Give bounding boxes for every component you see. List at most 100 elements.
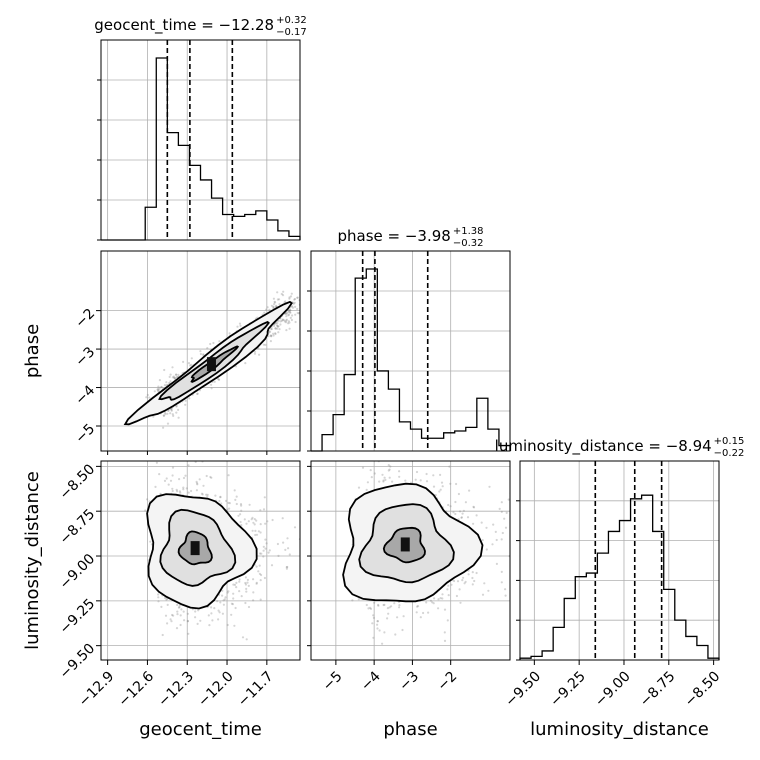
scatter-point — [240, 509, 243, 512]
scatter-point — [460, 516, 463, 519]
scatter-point — [260, 552, 263, 555]
scatter-point — [272, 306, 275, 309]
scatter-point — [351, 599, 354, 602]
scatter-point — [265, 542, 268, 545]
scatter-point — [161, 633, 164, 637]
scatter-point — [244, 581, 247, 585]
y-tick-label: −8.75 — [57, 506, 99, 548]
scatter-point — [398, 606, 401, 609]
scatter-point — [419, 616, 422, 619]
scatter-point — [210, 476, 213, 479]
scatter-point — [218, 340, 221, 343]
scatter-point — [159, 492, 162, 495]
scatter-point — [188, 397, 191, 400]
scatter-point — [174, 377, 177, 380]
hist-panel-luminosity_distance — [516, 460, 720, 661]
scatter-point — [468, 489, 471, 492]
scatter-point — [376, 620, 379, 623]
scatter-point — [431, 601, 434, 604]
scatter-point — [378, 480, 381, 483]
scatter-point — [480, 521, 483, 524]
scatter-point — [416, 605, 419, 608]
scatter-point — [158, 473, 161, 476]
scatter-point — [274, 327, 277, 330]
title-luminosity_distance: luminosity_distance = −8.94 — [495, 437, 712, 456]
scatter-point — [370, 476, 373, 479]
scatter-point — [258, 564, 261, 567]
scatter-point — [461, 579, 464, 582]
scatter-point — [258, 572, 261, 576]
scatter-point — [270, 564, 274, 567]
scatter-point — [209, 475, 212, 479]
scatter-point — [440, 481, 444, 484]
scatter-point — [196, 483, 199, 486]
grid-phase — [311, 251, 510, 451]
scatter-point — [157, 600, 160, 603]
scatter-point — [235, 586, 238, 589]
scatter-point — [239, 503, 243, 506]
scatter-point — [450, 583, 453, 586]
scatter-point — [274, 322, 277, 325]
scatter-point — [228, 502, 231, 505]
scatter-point — [171, 413, 174, 416]
scatter-point — [194, 610, 197, 613]
scatter-point — [186, 620, 189, 623]
scatter-point — [439, 488, 442, 491]
scatter-point — [386, 617, 389, 620]
scatter-point — [287, 320, 290, 323]
scatter-point — [164, 614, 168, 617]
scatter-point — [237, 514, 240, 517]
scatter-point — [500, 581, 503, 584]
scatter-point — [452, 511, 455, 514]
scatter-point — [145, 396, 148, 399]
contour-line-1 — [358, 503, 455, 584]
scatter-point — [234, 365, 238, 368]
scatter-point — [274, 332, 277, 336]
scatter-point — [177, 373, 180, 376]
scatter-point — [276, 324, 279, 328]
scatter-point — [196, 622, 199, 626]
scatter-point — [289, 311, 292, 314]
title-sub-luminosity_distance: −0.22 — [714, 448, 745, 459]
scatter-point — [402, 615, 405, 618]
scatter-point — [182, 360, 185, 363]
scatter-point — [285, 566, 288, 569]
scatter-point — [239, 324, 242, 327]
x-tick-label: −11.7 — [235, 668, 277, 710]
scatter-point — [417, 448, 419, 450]
scatter-point — [235, 495, 238, 498]
scatter-point — [238, 322, 242, 325]
scatter-point — [460, 516, 463, 519]
scatter-point — [227, 590, 230, 593]
scatter-point — [538, 529, 540, 531]
y-axis-label-phase: phase — [22, 324, 43, 378]
scatter-point — [169, 618, 172, 621]
scatter-point — [259, 531, 262, 534]
scatter-point — [437, 607, 440, 610]
scatter-point — [175, 488, 178, 491]
scatter-point — [263, 576, 266, 580]
scatter-point — [238, 580, 241, 583]
scatter-point — [219, 495, 222, 498]
scatter-point — [244, 601, 247, 605]
scatter-point — [263, 496, 266, 499]
scatter-point — [278, 298, 281, 301]
scatter-point — [228, 332, 231, 335]
scatter-point — [178, 478, 181, 481]
scatter-point — [182, 476, 186, 480]
scatter-point — [396, 616, 399, 619]
scatter-point — [268, 308, 271, 311]
scatter-point — [443, 608, 447, 611]
scatter-point — [491, 543, 494, 546]
scatter-point — [289, 309, 292, 312]
scatter-point — [177, 416, 180, 419]
scatter-point — [253, 352, 257, 355]
scatter-point — [538, 551, 540, 553]
scatter-point — [210, 387, 213, 390]
scatter-point — [239, 513, 242, 516]
scatter-point — [221, 594, 224, 597]
scatter-point — [389, 447, 391, 449]
scatter-point — [433, 597, 436, 600]
scatter-point — [171, 474, 174, 477]
scatter-point — [170, 409, 173, 412]
